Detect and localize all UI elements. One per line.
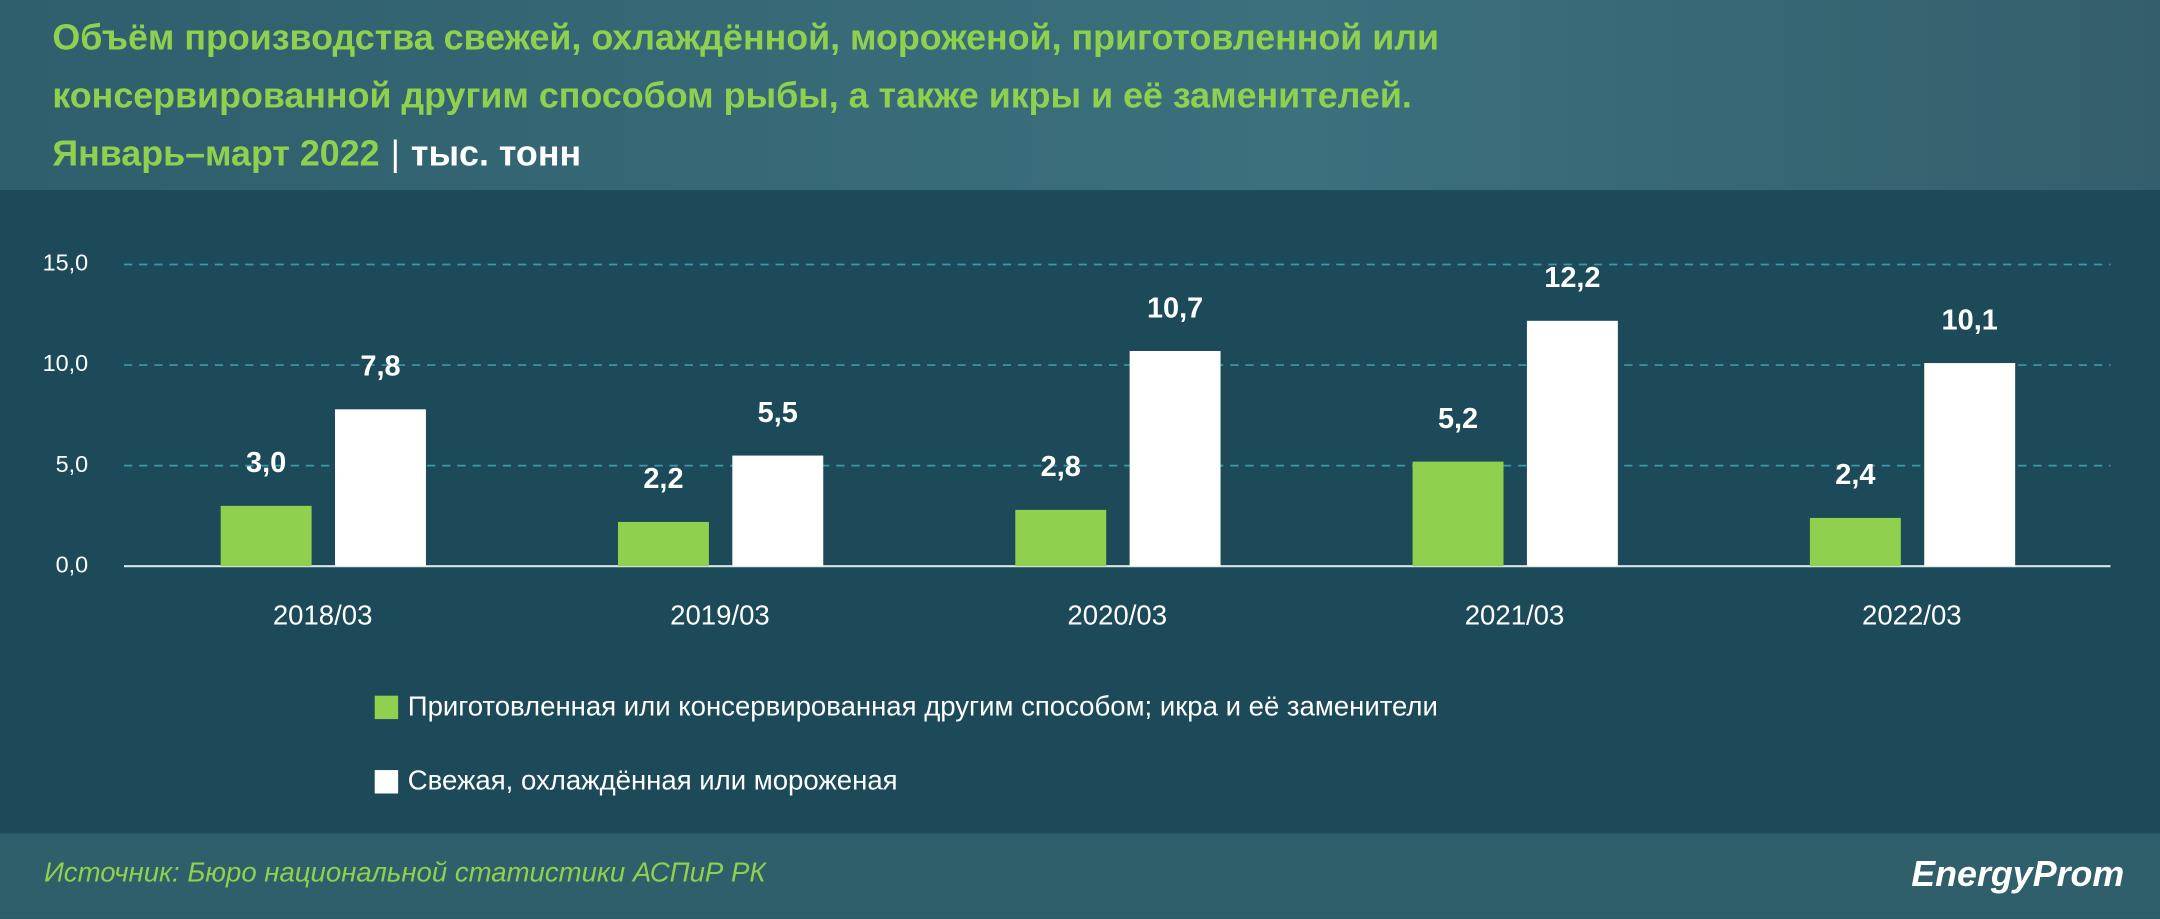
value-label: 5,5 bbox=[758, 397, 798, 429]
value-label: 7,8 bbox=[360, 351, 400, 383]
x-tick-label: 2022/03 bbox=[1862, 599, 1962, 630]
chart-title: Объём производства свежей, охлаждённой, … bbox=[52, 16, 1440, 58]
y-tick-label: 10,0 bbox=[43, 350, 89, 376]
value-label: 2,8 bbox=[1041, 451, 1081, 483]
bar bbox=[617, 521, 709, 567]
y-tick-label: 15,0 bbox=[43, 250, 89, 276]
bar bbox=[1526, 320, 1618, 567]
bar bbox=[335, 409, 426, 567]
value-label: 2,4 bbox=[1835, 459, 1875, 491]
value-label: 3,0 bbox=[246, 447, 286, 479]
value-label: 10,1 bbox=[1942, 304, 1998, 336]
x-tick-label: 2019/03 bbox=[670, 599, 770, 630]
unit: тыс. тонн bbox=[410, 132, 582, 174]
separator: | bbox=[390, 132, 400, 174]
legend-label: Приготовленная или консервированная друг… bbox=[408, 690, 1438, 721]
legend-swatch bbox=[374, 695, 399, 720]
legend-swatch bbox=[374, 770, 399, 794]
subtitle: Январь–март 2022 bbox=[52, 132, 380, 174]
bar bbox=[732, 455, 824, 567]
value-label: 5,2 bbox=[1438, 403, 1478, 435]
subtitle-row: Январь–март 2022 | тыс. тонн bbox=[52, 132, 581, 175]
x-tick-label: 2018/03 bbox=[273, 599, 373, 630]
y-tick-label: 0,0 bbox=[56, 551, 89, 577]
y-tick-label: 5,0 bbox=[56, 451, 89, 477]
logo: EnergyProm bbox=[1911, 852, 2125, 895]
bar bbox=[1924, 363, 2016, 567]
bar bbox=[1412, 461, 1504, 567]
bar bbox=[1129, 350, 1221, 567]
chart-title: консервированной другим способом рыбы, а… bbox=[52, 74, 1412, 116]
bar bbox=[220, 505, 312, 567]
bar bbox=[1809, 517, 1901, 567]
x-tick-label: 2020/03 bbox=[1067, 599, 1167, 630]
value-label: 10,7 bbox=[1147, 292, 1203, 324]
header: Объём производства свежей, охлаждённой, … bbox=[0, 0, 2160, 191]
value-label: 12,2 bbox=[1544, 262, 1600, 294]
value-label: 2,2 bbox=[643, 463, 683, 495]
chart: 0,0 5,0 10,0 15,0 2018/03 3,0 7,8 2019/03 2,2 5,5… bbox=[43, 250, 2111, 796]
footer: Источник: Бюро национальной статистики А… bbox=[0, 833, 2160, 919]
source: Источник: Бюро национальной статистики А… bbox=[44, 858, 766, 889]
x-tick-label: 2021/03 bbox=[1465, 599, 1565, 630]
legend-label: Свежая, охлаждённая или мороженая bbox=[408, 765, 898, 796]
bar bbox=[1015, 509, 1107, 567]
